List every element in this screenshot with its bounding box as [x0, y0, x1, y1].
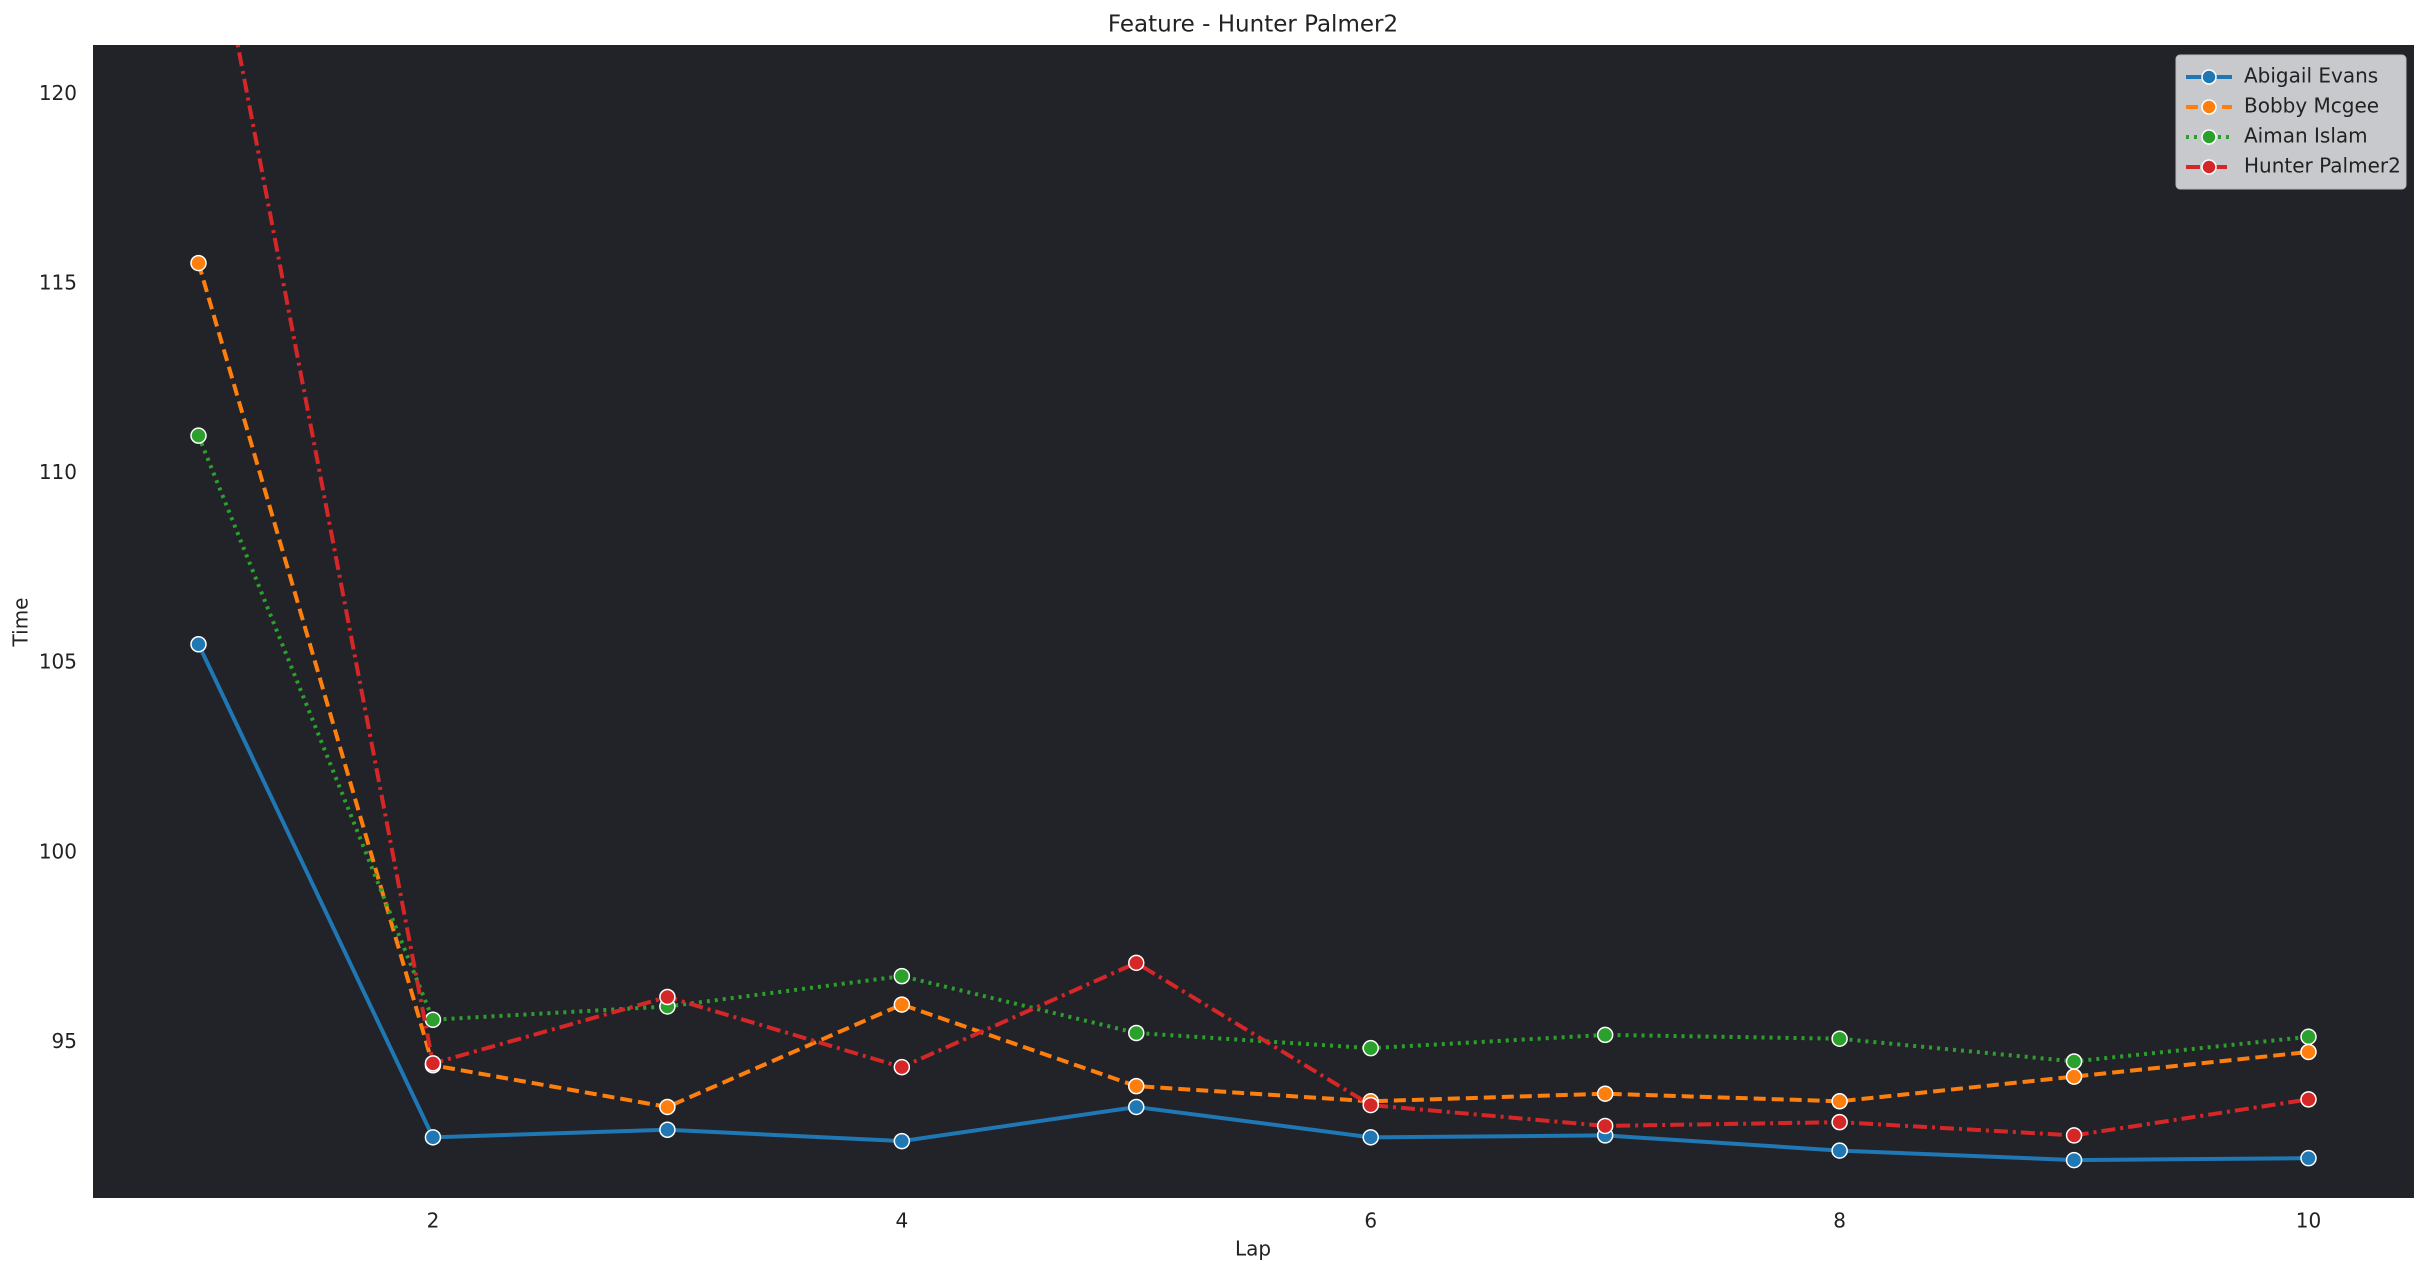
legend-label: Abigail Evans — [2244, 64, 2378, 88]
data-point — [2300, 1149, 2317, 1167]
data-point — [2065, 1151, 2083, 1169]
data-point — [424, 1011, 442, 1028]
data-point — [1831, 1142, 1848, 1159]
x-tick-label: 2 — [427, 1209, 440, 1233]
x-axis-label: Lap — [1235, 1237, 1271, 1261]
data-point — [424, 1055, 442, 1072]
data-point — [1362, 1039, 1379, 1057]
y-axis-label: Time — [9, 598, 33, 648]
data-point — [1596, 1085, 1614, 1102]
y-tick-label: 100 — [39, 839, 77, 863]
data-point — [190, 427, 207, 444]
legend-label: Hunter Palmer2 — [2244, 154, 2401, 178]
data-point — [2065, 1053, 2083, 1070]
legend-box — [2175, 54, 2407, 190]
data-point — [1362, 1129, 1379, 1146]
data-point — [1362, 1096, 1379, 1114]
data-point — [1831, 1030, 1848, 1047]
series-line — [235, 45, 2309, 1138]
series-line — [196, 262, 2309, 1110]
data-point — [2300, 1043, 2317, 1061]
data-point — [659, 988, 676, 1006]
legend-label: Bobby Mcgee — [2244, 94, 2379, 118]
data-point — [190, 636, 207, 653]
legend-marker — [2201, 159, 2217, 175]
x-tick-label: 4 — [895, 1209, 908, 1233]
data-point — [1128, 1077, 1145, 1095]
y-tick-label: 115 — [39, 270, 77, 294]
data-point — [1128, 1024, 1145, 1042]
x-tick-label: 8 — [1833, 1209, 1846, 1233]
y-tick-label: 110 — [39, 460, 77, 484]
data-point — [1831, 1113, 1848, 1131]
series-line — [196, 434, 2309, 1064]
y-tick-label: 120 — [39, 81, 77, 105]
plot — [190, 45, 2317, 1169]
legend-marker — [2201, 99, 2217, 115]
data-point — [893, 1058, 911, 1076]
data-point — [2300, 1028, 2317, 1046]
data-point — [659, 1098, 676, 1116]
data-point — [659, 1121, 676, 1138]
data-point — [190, 254, 207, 272]
data-point — [1831, 1093, 1848, 1110]
legend-marker — [2201, 69, 2217, 85]
y-tick-label: 105 — [39, 650, 77, 674]
data-point — [1128, 1098, 1145, 1116]
data-point — [2065, 1127, 2083, 1144]
chart-title: Feature - Hunter Palmer2 — [1108, 12, 1398, 38]
legend-label: Aiman Islam — [2244, 124, 2368, 148]
legend-marker — [2201, 129, 2217, 145]
data-point — [1596, 1117, 1614, 1135]
plot-area — [93, 45, 2414, 1198]
data-point — [2300, 1091, 2317, 1108]
y-tick-label: 95 — [52, 1029, 77, 1053]
x-tick-label: 6 — [1364, 1209, 1377, 1233]
series-line — [196, 643, 2309, 1163]
x-tick-label: 10 — [2296, 1209, 2321, 1233]
data-point — [1596, 1026, 1614, 1044]
data-point — [2065, 1068, 2083, 1085]
data-point — [424, 1129, 442, 1146]
data-point — [1128, 954, 1145, 972]
data-point — [893, 1132, 911, 1150]
data-point — [893, 967, 911, 985]
data-point — [893, 996, 911, 1013]
